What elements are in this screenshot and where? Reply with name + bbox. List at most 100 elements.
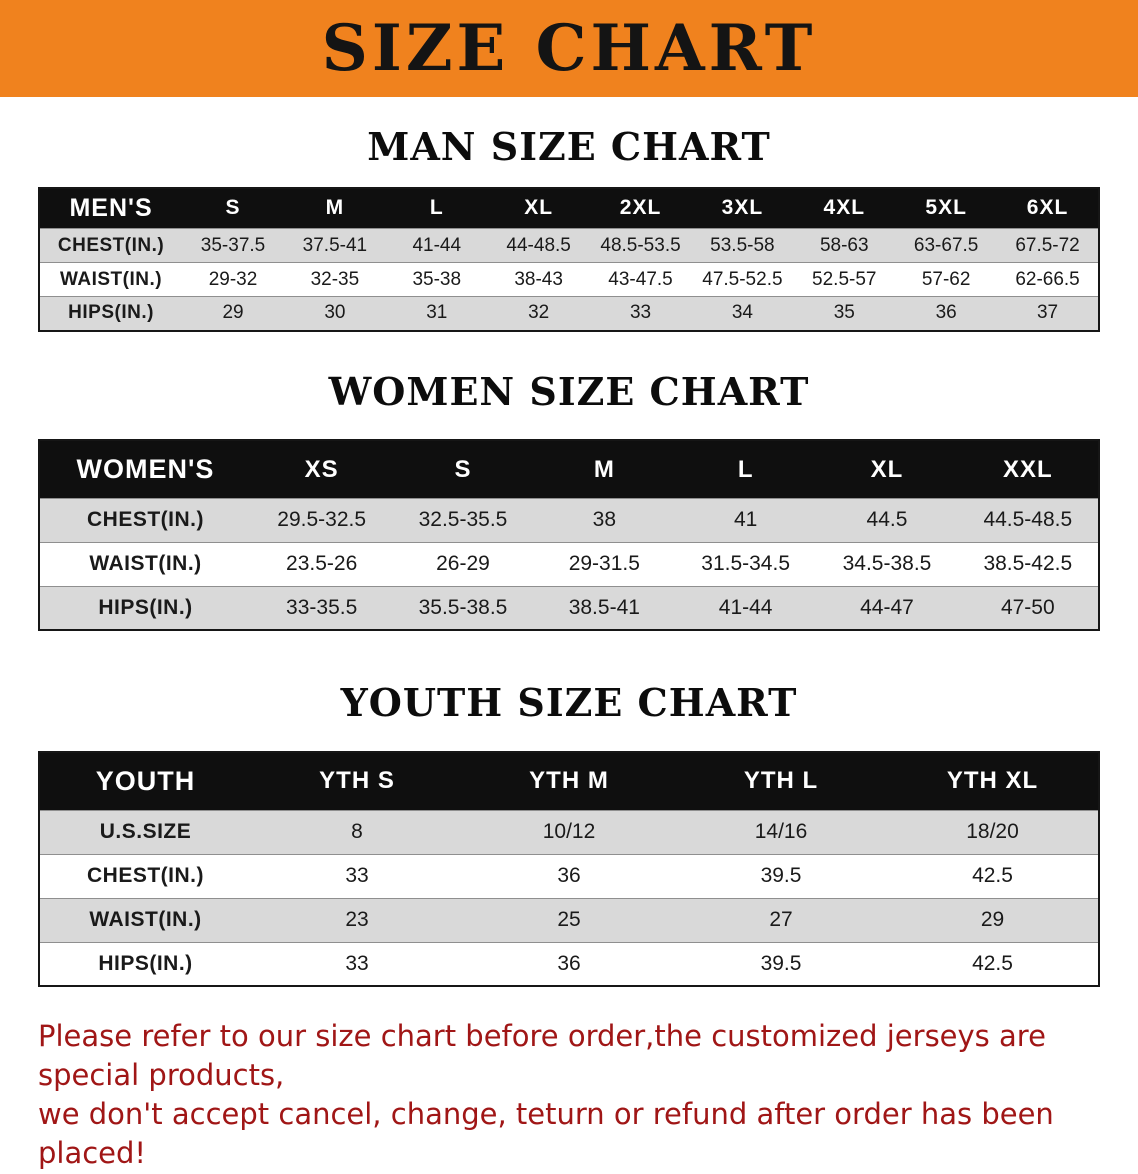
measure-label: WAIST(IN.) <box>39 897 251 943</box>
table-row: U.S.SIZE 8 10/12 14/16 18/20 <box>39 809 1099 855</box>
measure-label: HIPS(IN.) <box>39 585 251 631</box>
table-row: HIPS(IN.) 33-35.5 35.5-38.5 38.5-41 41-44 44-… <box>39 585 1099 631</box>
size-header: L <box>674 440 817 499</box>
category-header: WOMEN'S <box>39 440 251 499</box>
table-header-row: MEN'S S M L XL 2XL 3XL 4XL 5XL 6XL <box>39 187 1099 229</box>
size-header: M <box>533 440 675 499</box>
measure-value: 41-44 <box>674 585 817 631</box>
measure-value: 47.5-52.5 <box>691 262 794 297</box>
table-header-row: WOMEN'S XS S M L XL XXL <box>39 440 1099 499</box>
measure-value: 27 <box>675 897 887 943</box>
size-header: XL <box>487 187 590 229</box>
measure-value: 29-31.5 <box>533 541 675 587</box>
measure-value: 33 <box>589 296 692 331</box>
measure-value: 44.5 <box>816 497 958 543</box>
measure-value: 33-35.5 <box>251 585 393 631</box>
size-header: YTH M <box>463 752 675 811</box>
measure-value: 23 <box>251 897 463 943</box>
page-title: SIZE CHART <box>321 10 817 86</box>
measure-value: 58-63 <box>793 228 896 263</box>
measure-value: 44.5-48.5 <box>957 497 1099 543</box>
size-header: 6XL <box>997 187 1099 229</box>
measure-value: 34.5-38.5 <box>816 541 958 587</box>
measure-value: 35 <box>793 296 896 331</box>
youth-size-table: YOUTH YTH S YTH M YTH L YTH XL U.S.SIZE 8 10/12… <box>38 751 1100 988</box>
measure-value: 33 <box>251 941 463 987</box>
measure-value: 35-38 <box>385 262 488 297</box>
table-row: CHEST(IN.) 35-37.5 37.5-41 41-44 44-48.5 48.5… <box>39 228 1099 263</box>
measure-value: 29 <box>182 296 284 331</box>
title-banner: SIZE CHART <box>0 0 1138 97</box>
measure-value: 8 <box>251 809 463 855</box>
measure-label: CHEST(IN.) <box>39 497 251 543</box>
measure-value: 36 <box>463 941 675 987</box>
measure-value: 34 <box>691 296 794 331</box>
size-header: 5XL <box>895 187 998 229</box>
measure-label: WAIST(IN.) <box>39 541 251 587</box>
measure-value: 32 <box>487 296 590 331</box>
womens-table-wrap: WOMEN'S XS S M L XL XXL CHEST(IN.) 29.5-32.5 32.5… <box>0 439 1138 632</box>
measure-value: 38-43 <box>487 262 590 297</box>
measure-value: 44-47 <box>816 585 958 631</box>
measure-value: 39.5 <box>675 853 887 899</box>
size-header: YTH L <box>675 752 887 811</box>
table-header-row: YOUTH YTH S YTH M YTH L YTH XL <box>39 752 1099 811</box>
youth-size-chart-section: YOUTH SIZE CHART YOUTH YTH S YTH M YTH L YTH … <box>0 680 1138 988</box>
measure-value: 23.5-26 <box>251 541 393 587</box>
measure-value: 41 <box>674 497 817 543</box>
measure-value: 35-37.5 <box>182 228 284 263</box>
measure-value: 32-35 <box>283 262 386 297</box>
measure-value: 42.5 <box>887 853 1099 899</box>
table-row: WAIST(IN.) 29-32 32-35 35-38 38-43 43-47.5 47.… <box>39 262 1099 297</box>
measure-value: 10/12 <box>463 809 675 855</box>
measure-value: 38 <box>533 497 675 543</box>
measure-label: WAIST(IN.) <box>39 262 183 297</box>
measure-value: 30 <box>283 296 386 331</box>
size-header: 4XL <box>793 187 896 229</box>
measure-label: CHEST(IN.) <box>39 853 251 899</box>
mens-size-chart-section: MAN SIZE CHART MEN'S S M L XL 2XL 3XL 4XL 5XL 6XL C… <box>0 125 1138 332</box>
measure-label: HIPS(IN.) <box>39 941 251 987</box>
size-header: XXL <box>957 440 1099 499</box>
measure-value: 33 <box>251 853 463 899</box>
measure-value: 39.5 <box>675 941 887 987</box>
measure-value: 62-66.5 <box>997 262 1099 297</box>
category-header: YOUTH <box>39 752 251 811</box>
measure-value: 44-48.5 <box>487 228 590 263</box>
mens-table-wrap: MEN'S S M L XL 2XL 3XL 4XL 5XL 6XL CHEST(IN.) 35-37… <box>0 186 1138 332</box>
measure-value: 26-29 <box>392 541 534 587</box>
measure-value: 29.5-32.5 <box>251 497 393 543</box>
size-header: YTH XL <box>887 752 1099 811</box>
size-header: S <box>182 187 284 229</box>
size-header: S <box>392 440 534 499</box>
youth-table-wrap: YOUTH YTH S YTH M YTH L YTH XL U.S.SIZE 8 10/12… <box>0 751 1138 988</box>
table-row: HIPS(IN.) 29 30 31 32 33 34 35 36 37 <box>39 296 1099 331</box>
measure-value: 38.5-41 <box>533 585 675 631</box>
charts-container: MAN SIZE CHART MEN'S S M L XL 2XL 3XL 4XL 5XL 6XL C… <box>0 125 1138 988</box>
mens-section-title: MAN SIZE CHART <box>367 124 771 169</box>
measure-value: 32.5-35.5 <box>392 497 534 543</box>
measure-value: 31 <box>385 296 488 331</box>
measure-value: 37.5-41 <box>283 228 386 263</box>
disclaimer-line-2: we don't accept cancel, change, teturn o… <box>38 1097 1054 1171</box>
measure-value: 48.5-53.5 <box>589 228 692 263</box>
table-row: HIPS(IN.) 33 36 39.5 42.5 <box>39 941 1099 987</box>
size-header: XS <box>251 440 393 499</box>
measure-label: CHEST(IN.) <box>39 228 183 263</box>
measure-value: 18/20 <box>887 809 1099 855</box>
measure-value: 53.5-58 <box>691 228 794 263</box>
table-row: CHEST(IN.) 33 36 39.5 42.5 <box>39 853 1099 899</box>
size-header: M <box>283 187 386 229</box>
womens-section-title: WOMEN SIZE CHART <box>328 368 810 414</box>
youth-section-title: YOUTH SIZE CHART <box>340 680 798 726</box>
measure-value: 47-50 <box>957 585 1099 631</box>
table-row: CHEST(IN.) 29.5-32.5 32.5-35.5 38 41 44.5 44.5… <box>39 497 1099 543</box>
table-row: WAIST(IN.) 23.5-26 26-29 29-31.5 31.5-34.5 34… <box>39 541 1099 587</box>
disclaimer-line-1: Please refer to our size chart before or… <box>38 1019 1046 1093</box>
table-row: WAIST(IN.) 23 25 27 29 <box>39 897 1099 943</box>
size-header: XL <box>816 440 958 499</box>
measure-value: 36 <box>895 296 998 331</box>
size-header: L <box>385 187 488 229</box>
disclaimer-note: Please refer to our size chart before or… <box>0 1017 1138 1174</box>
